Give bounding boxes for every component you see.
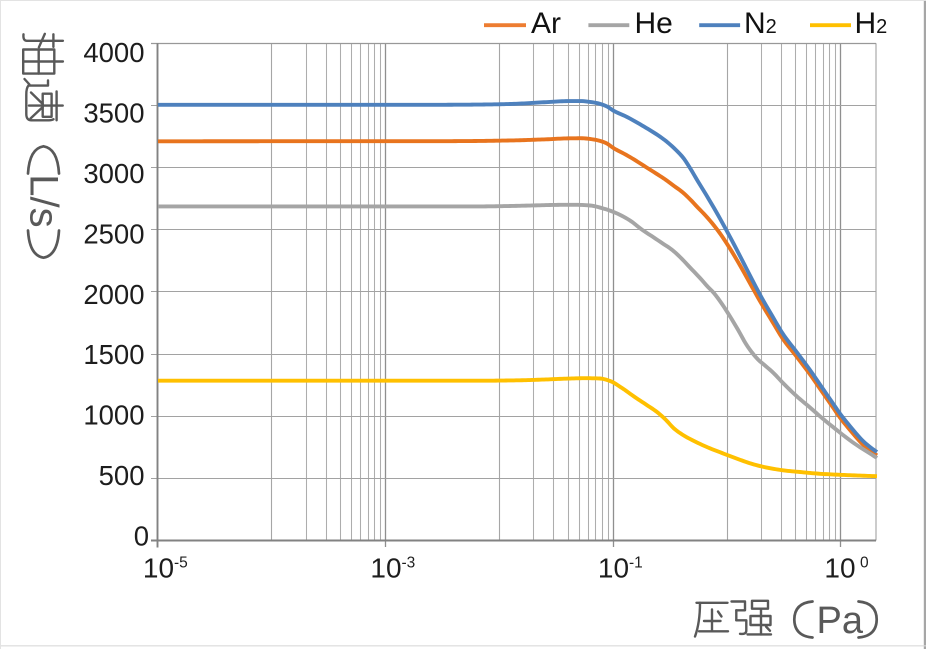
svg-text:1000: 1000 xyxy=(83,400,144,431)
svg-text:4000: 4000 xyxy=(83,37,144,68)
svg-text:Ar: Ar xyxy=(531,7,561,40)
svg-text:3500: 3500 xyxy=(83,98,144,129)
svg-text:0: 0 xyxy=(860,554,869,571)
svg-text:0: 0 xyxy=(134,520,149,551)
svg-text:2000: 2000 xyxy=(83,279,144,310)
svg-text:500: 500 xyxy=(99,460,145,491)
svg-text:3000: 3000 xyxy=(83,158,144,189)
svg-text:-1: -1 xyxy=(629,554,643,571)
svg-text:-3: -3 xyxy=(402,554,416,571)
svg-text:L/s: L/s xyxy=(22,174,66,227)
svg-text:10: 10 xyxy=(598,552,629,583)
svg-text:10: 10 xyxy=(370,552,401,583)
svg-text:2500: 2500 xyxy=(83,218,144,249)
svg-text:-5: -5 xyxy=(174,554,188,571)
svg-text:He: He xyxy=(635,7,673,40)
svg-text:Pa: Pa xyxy=(817,600,864,642)
svg-text:1500: 1500 xyxy=(83,339,144,370)
svg-text:10: 10 xyxy=(824,552,855,583)
svg-text:10: 10 xyxy=(143,552,174,583)
